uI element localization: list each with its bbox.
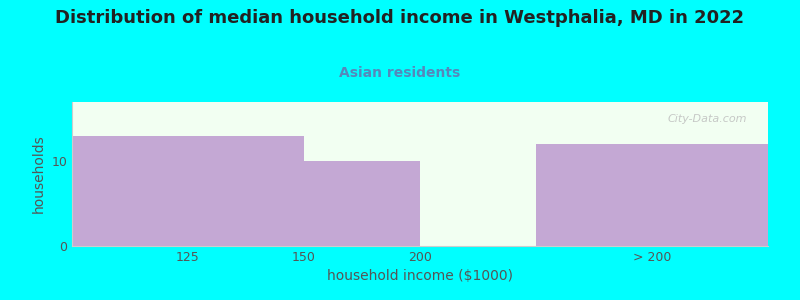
Bar bbox=[72, 136, 304, 246]
Text: Distribution of median household income in Westphalia, MD in 2022: Distribution of median household income … bbox=[55, 9, 745, 27]
Text: Asian residents: Asian residents bbox=[339, 66, 461, 80]
Bar bbox=[536, 144, 768, 246]
Y-axis label: households: households bbox=[32, 135, 46, 213]
Text: City-Data.com: City-Data.com bbox=[668, 113, 747, 124]
X-axis label: household income ($1000): household income ($1000) bbox=[327, 269, 513, 284]
Bar bbox=[304, 161, 420, 246]
